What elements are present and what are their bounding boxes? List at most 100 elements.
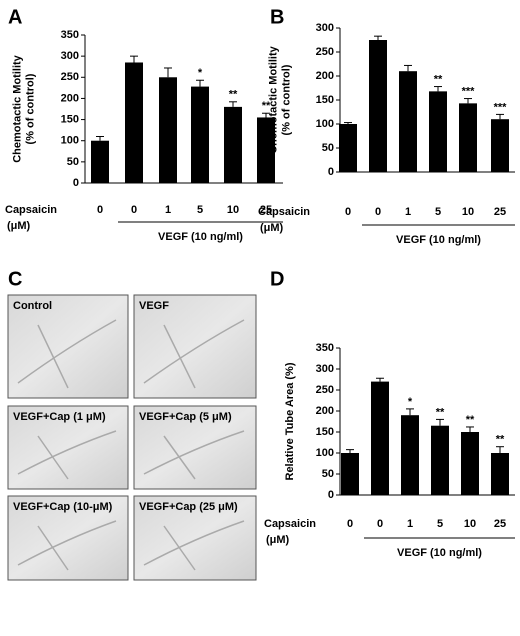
- micrograph: [7, 294, 129, 399]
- significance: **: [229, 89, 238, 101]
- x-tick-label: 1: [407, 518, 413, 530]
- x-axis-unit: (μM): [260, 222, 284, 234]
- group-label: VEGF (10 ng/ml): [396, 234, 481, 246]
- bar: [339, 124, 357, 172]
- significance: **: [436, 406, 445, 418]
- group-label: VEGF (10 ng/ml): [158, 231, 243, 243]
- y-axis-label: (% of control): [280, 64, 292, 135]
- y-axis-label: Chemotactic Motility: [11, 54, 23, 162]
- bar: [191, 86, 209, 183]
- bar: [369, 40, 387, 172]
- x-tick-label: 10: [464, 518, 476, 530]
- significance: ***: [462, 85, 476, 97]
- y-axis-label: Relative Tube Area (%): [284, 362, 296, 480]
- tube-network: [143, 319, 245, 389]
- y-tick-label: 250: [316, 384, 334, 396]
- x-axis-label: Capsaicin: [258, 206, 310, 218]
- bar: [125, 62, 143, 183]
- panel-letter: A: [8, 6, 22, 28]
- micrograph: [133, 495, 257, 581]
- bar: [461, 432, 479, 495]
- significance: **: [496, 434, 505, 446]
- x-tick-label: 25: [260, 204, 272, 216]
- x-tick-label: 1: [405, 206, 411, 218]
- x-tick-label: 0: [375, 206, 381, 218]
- x-axis-unit: (μM): [7, 220, 31, 232]
- significance: **: [262, 100, 271, 112]
- bar: [159, 77, 177, 183]
- tube-network: [17, 520, 117, 571]
- x-tick-label: 0: [131, 204, 137, 216]
- micrograph-label: VEGF+Cap (1 μM): [13, 411, 106, 423]
- y-tick-label: 0: [73, 177, 79, 189]
- bar: [491, 119, 509, 172]
- significance: *: [408, 396, 413, 408]
- micrograph-label: VEGF: [139, 300, 169, 312]
- tube-network: [17, 430, 117, 480]
- tube-network: [143, 430, 245, 480]
- y-tick-label: 100: [316, 118, 334, 130]
- y-tick-label: 100: [316, 447, 334, 459]
- micrograph-label: VEGF+Cap (10-μM): [13, 501, 113, 513]
- x-axis-label: Capsaicin: [264, 518, 316, 530]
- x-tick-label: 5: [437, 518, 443, 530]
- y-tick-label: 350: [61, 29, 79, 41]
- y-tick-label: 200: [316, 405, 334, 417]
- y-tick-label: 150: [61, 113, 79, 125]
- micrograph: [133, 294, 257, 399]
- y-tick-label: 300: [316, 22, 334, 34]
- tube-network: [17, 319, 117, 389]
- y-axis-label: Chemotactic Motility: [267, 45, 279, 153]
- bar: [341, 453, 359, 495]
- x-tick-label: 25: [494, 206, 506, 218]
- y-tick-label: 250: [61, 71, 79, 83]
- significance: *: [198, 67, 203, 79]
- bar: [491, 453, 509, 495]
- micrograph: [7, 495, 129, 581]
- bar: [431, 425, 449, 495]
- significance: **: [466, 414, 475, 426]
- x-tick-label: 0: [347, 518, 353, 530]
- bar: [91, 140, 109, 183]
- panel-letter: C: [8, 268, 22, 290]
- y-tick-label: 100: [61, 135, 79, 147]
- y-tick-label: 0: [328, 489, 334, 501]
- bar: [429, 91, 447, 172]
- y-axis-label: (% of control): [24, 73, 36, 144]
- bar: [401, 415, 419, 495]
- x-tick-label: 5: [197, 204, 203, 216]
- x-tick-label: 10: [227, 204, 239, 216]
- y-tick-label: 250: [316, 46, 334, 58]
- x-axis-unit: (μM): [266, 534, 290, 546]
- micrograph-label: VEGF+Cap (25 μM): [139, 501, 238, 513]
- y-tick-label: 350: [316, 342, 334, 354]
- x-tick-label: 10: [462, 206, 474, 218]
- x-tick-label: 1: [165, 204, 171, 216]
- panel-letter: D: [270, 268, 284, 290]
- bar: [399, 71, 417, 172]
- panel-letter: B: [270, 6, 284, 28]
- y-tick-label: 0: [328, 166, 334, 178]
- micrograph: [133, 405, 257, 490]
- micrograph-label: VEGF+Cap (5 μM): [139, 411, 232, 423]
- y-tick-label: 50: [322, 142, 334, 154]
- y-tick-label: 50: [322, 468, 334, 480]
- bar: [459, 103, 477, 172]
- x-axis-label: Capsaicin: [5, 204, 57, 216]
- y-tick-label: 300: [316, 363, 334, 375]
- y-tick-label: 200: [316, 70, 334, 82]
- y-tick-label: 200: [61, 92, 79, 104]
- bar: [371, 381, 389, 495]
- y-tick-label: 50: [67, 156, 79, 168]
- y-tick-label: 300: [61, 50, 79, 62]
- micrograph: [7, 405, 129, 490]
- bar: [224, 106, 242, 183]
- significance: **: [434, 73, 443, 85]
- y-tick-label: 150: [316, 94, 334, 106]
- micrograph-label: Control: [13, 300, 52, 312]
- x-tick-label: 0: [345, 206, 351, 218]
- x-tick-label: 5: [435, 206, 441, 218]
- x-tick-label: 0: [377, 518, 383, 530]
- tube-network: [143, 520, 245, 571]
